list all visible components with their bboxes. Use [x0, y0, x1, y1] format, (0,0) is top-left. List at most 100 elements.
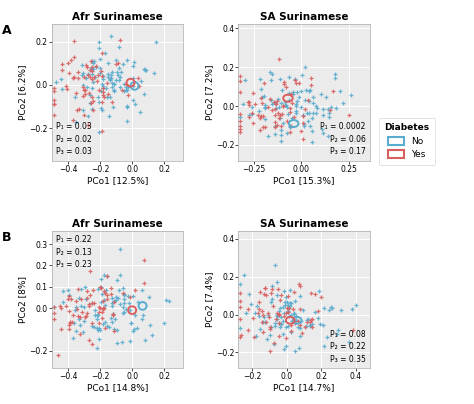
Point: [72, 307, 79, 314]
Point: [140, 90, 147, 97]
Point: [261, 124, 269, 130]
Point: [256, 126, 264, 133]
Point: [100, 288, 108, 294]
Point: [98, 128, 106, 134]
Point: [67, 57, 75, 64]
Point: [90, 324, 97, 330]
Point: [277, 314, 285, 320]
Point: [325, 110, 332, 116]
Point: [80, 329, 87, 335]
Point: [70, 320, 78, 327]
Point: [99, 92, 107, 98]
Point: [304, 97, 311, 104]
Point: [114, 72, 122, 78]
Point: [69, 117, 76, 123]
Point: [257, 86, 264, 93]
Point: [276, 304, 284, 311]
Point: [58, 67, 65, 74]
Point: [326, 107, 334, 113]
Point: [116, 272, 124, 279]
Point: [288, 311, 295, 318]
Point: [90, 74, 98, 80]
Point: [287, 123, 295, 129]
Point: [305, 316, 312, 322]
Point: [286, 104, 293, 111]
Point: [90, 58, 97, 64]
Point: [281, 312, 288, 319]
Point: [103, 291, 111, 298]
Title: SA Surinamese: SA Surinamese: [260, 12, 348, 22]
Point: [283, 118, 291, 124]
Point: [87, 67, 94, 74]
Point: [99, 305, 107, 311]
Point: [246, 102, 253, 109]
Point: [74, 75, 82, 82]
Point: [277, 127, 285, 133]
Point: [276, 112, 283, 118]
Point: [109, 295, 116, 301]
Point: [111, 316, 119, 323]
Point: [290, 317, 297, 324]
Point: [311, 291, 319, 297]
Point: [289, 305, 297, 312]
Point: [93, 345, 101, 351]
Point: [291, 76, 299, 83]
Point: [100, 272, 108, 278]
Point: [129, 62, 137, 69]
Point: [297, 103, 305, 110]
Point: [79, 84, 87, 90]
Point: [64, 60, 72, 66]
Point: [90, 66, 97, 72]
Point: [237, 73, 244, 79]
Point: [112, 77, 119, 83]
Point: [283, 299, 291, 305]
Point: [145, 294, 153, 300]
Point: [120, 292, 128, 298]
Point: [277, 321, 285, 327]
Point: [129, 97, 137, 103]
Point: [259, 318, 266, 325]
Point: [260, 290, 267, 297]
Point: [109, 312, 117, 318]
Point: [283, 305, 291, 311]
Point: [95, 98, 102, 105]
Point: [283, 103, 291, 110]
Point: [65, 322, 73, 328]
Point: [245, 327, 252, 333]
Point: [326, 114, 333, 120]
Point: [273, 121, 281, 128]
Point: [114, 60, 122, 66]
Point: [315, 307, 322, 314]
Point: [80, 87, 88, 94]
Point: [320, 304, 328, 311]
Point: [292, 317, 300, 323]
Point: [237, 118, 244, 124]
Point: [303, 317, 311, 324]
Point: [109, 104, 116, 110]
Point: [118, 339, 126, 345]
Point: [97, 276, 105, 282]
Point: [88, 85, 96, 92]
Point: [275, 311, 283, 318]
Point: [126, 307, 134, 314]
Point: [143, 67, 150, 74]
X-axis label: PCo1 [14.7%]: PCo1 [14.7%]: [273, 383, 335, 392]
Point: [339, 99, 346, 106]
Point: [286, 122, 294, 129]
Point: [113, 69, 120, 75]
Point: [80, 318, 88, 325]
Point: [273, 292, 280, 299]
Point: [261, 284, 269, 291]
Point: [270, 303, 277, 309]
Point: [81, 90, 88, 97]
Point: [245, 112, 253, 118]
Point: [83, 84, 91, 90]
Point: [86, 267, 94, 274]
Point: [286, 129, 293, 136]
Point: [275, 320, 283, 326]
Point: [85, 303, 92, 309]
Point: [248, 104, 255, 110]
Point: [59, 288, 67, 295]
Point: [280, 345, 287, 352]
Point: [50, 316, 57, 322]
